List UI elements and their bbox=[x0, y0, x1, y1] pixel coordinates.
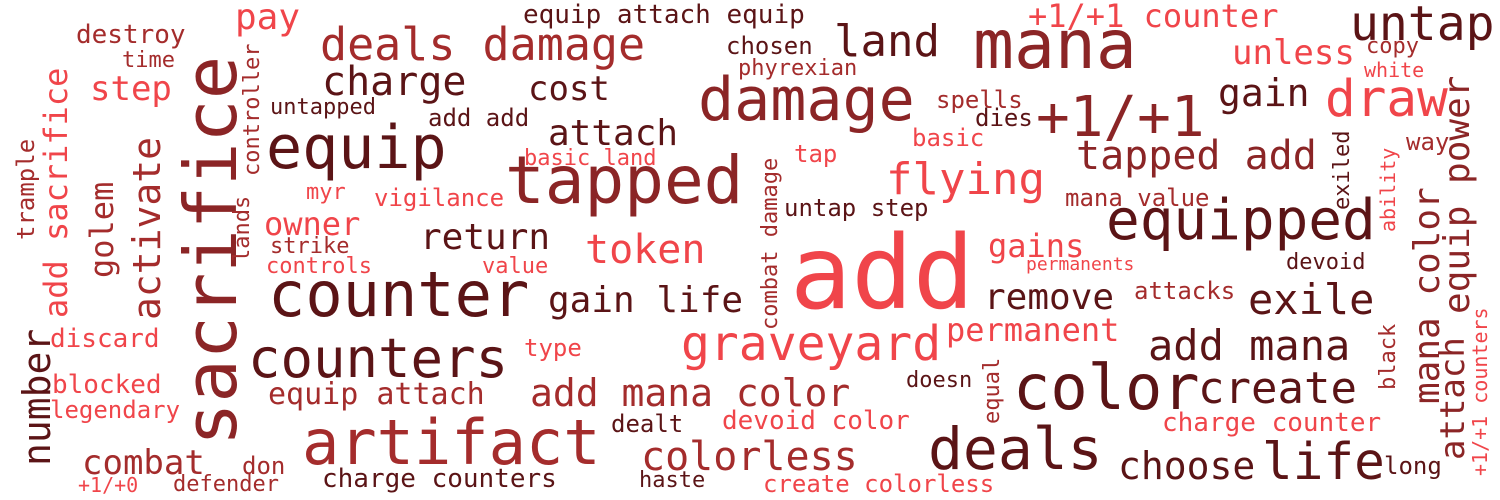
word-attach-vertical: attach bbox=[1433, 337, 1473, 460]
word-myr: myr bbox=[306, 180, 346, 205]
word-untap-step: untap step bbox=[784, 194, 929, 222]
word-add-mana: add mana bbox=[1148, 321, 1351, 370]
word-blocked: blocked bbox=[52, 370, 162, 400]
word-attach: attach bbox=[548, 113, 679, 154]
word-plus1-counters: +1/+1 counters bbox=[1468, 307, 1492, 476]
word-life: life bbox=[1262, 433, 1385, 492]
word-charge: charge bbox=[322, 59, 467, 105]
word-mana-value: mana value bbox=[1065, 184, 1210, 212]
word-basic-land: basic land bbox=[524, 146, 657, 171]
word-equal: equal bbox=[980, 357, 1005, 424]
word-vigilance: vigilance bbox=[374, 184, 505, 212]
word-lands: lands bbox=[230, 195, 255, 262]
word-don: don bbox=[242, 452, 286, 480]
word-discard: discard bbox=[50, 324, 160, 354]
word-tap: tap bbox=[794, 140, 838, 168]
word-copy: copy bbox=[1366, 34, 1419, 59]
word-land: land bbox=[834, 16, 940, 67]
word-equip-power: equip power bbox=[1437, 75, 1478, 314]
word-white: white bbox=[1364, 58, 1425, 82]
word-choose: choose bbox=[1118, 444, 1256, 488]
word-ability: ability bbox=[1376, 147, 1400, 232]
word-attacks: attacks bbox=[1134, 277, 1236, 305]
word-spells: spells bbox=[936, 86, 1023, 114]
word-add: add bbox=[790, 214, 975, 333]
word-dealt: dealt bbox=[611, 410, 684, 438]
word-mana: mana bbox=[973, 6, 1137, 85]
word-color: color bbox=[1013, 351, 1200, 424]
word-golem: golem bbox=[83, 181, 121, 278]
word-gains: gains bbox=[988, 227, 1085, 265]
word-colorless: colorless bbox=[641, 434, 858, 480]
word-add-add: add add bbox=[428, 104, 530, 132]
word-basic: basic bbox=[912, 124, 985, 152]
word-untap: untap bbox=[1350, 0, 1495, 52]
word-plus1-plus0: +1/+0 bbox=[78, 473, 139, 497]
word-equip-attach-equip: equip attach equip bbox=[523, 0, 805, 30]
word-gain-life: gain life bbox=[548, 280, 744, 321]
word-time: time bbox=[122, 48, 175, 73]
word-controls: controls bbox=[266, 254, 372, 279]
word-value: value bbox=[482, 254, 549, 279]
word-defender: defender bbox=[173, 472, 279, 497]
word-create-colorless: create colorless bbox=[763, 470, 995, 498]
word-charge-counter: charge counter bbox=[1162, 408, 1382, 438]
word-plus1-plus1: +1/+1 bbox=[1036, 85, 1205, 150]
word-counters: counters bbox=[248, 327, 509, 390]
word-deals: deals bbox=[928, 415, 1103, 483]
word-strike: strike bbox=[270, 234, 350, 259]
word-chosen: chosen bbox=[726, 32, 813, 60]
word-pay: pay bbox=[235, 0, 301, 38]
word-unless: unless bbox=[1232, 33, 1355, 73]
word-damage: damage bbox=[698, 65, 915, 135]
word-equip-attach: equip attach bbox=[268, 377, 485, 412]
word-charge-counters: charge counters bbox=[322, 464, 557, 494]
word-equip: equip bbox=[266, 113, 447, 183]
word-owner: owner bbox=[264, 205, 361, 243]
word-phyrexian: phyrexian bbox=[738, 56, 858, 81]
word-combat: combat bbox=[82, 443, 205, 483]
word-black: black bbox=[1376, 323, 1401, 390]
word-graveyard: graveyard bbox=[681, 316, 942, 372]
word-gain: gain bbox=[1218, 71, 1310, 115]
word-activate: activate bbox=[125, 136, 169, 320]
word-permanent: permanent bbox=[946, 311, 1120, 349]
word-permanents: permanents bbox=[1026, 254, 1135, 275]
word-flying: flying bbox=[886, 154, 1045, 205]
word-exile: exile bbox=[1248, 275, 1375, 324]
word-tapped: tapped bbox=[505, 142, 744, 219]
word-type: type bbox=[524, 334, 582, 362]
word-trample: trample bbox=[12, 138, 40, 240]
word-destroy: destroy bbox=[76, 20, 186, 50]
word-artifact: artifact bbox=[302, 406, 601, 479]
word-long: long bbox=[1384, 452, 1442, 480]
word-combat-damage: combat damage bbox=[758, 157, 783, 330]
word-devoid-color: devoid color bbox=[722, 406, 910, 436]
word-step: step bbox=[90, 69, 172, 109]
word-return: return bbox=[420, 217, 551, 258]
word-token: token bbox=[585, 227, 706, 273]
word-untapped: untapped bbox=[270, 95, 376, 120]
word-way: way bbox=[1406, 128, 1450, 156]
word-remove: remove bbox=[984, 277, 1115, 318]
word-exiled: exiled bbox=[1330, 130, 1355, 210]
word-cost: cost bbox=[528, 69, 610, 109]
word-create: create bbox=[1198, 363, 1357, 414]
word-equipped: equipped bbox=[1106, 188, 1376, 253]
word-add-mana-color: add mana color bbox=[530, 371, 851, 415]
word-counter: counter bbox=[268, 258, 530, 331]
word-legendary: legendary bbox=[50, 396, 181, 424]
word-doesn: doesn bbox=[906, 368, 973, 393]
word-draw: draw bbox=[1325, 70, 1448, 129]
word-haste: haste bbox=[639, 468, 706, 493]
word-dies: dies bbox=[975, 104, 1033, 132]
word-deals-damage: deals damage bbox=[320, 18, 646, 71]
word-controller: controller bbox=[240, 43, 265, 176]
word-plus1-counter: +1/+1 counter bbox=[1028, 0, 1279, 35]
word-tapped-add: tapped add bbox=[1076, 133, 1317, 179]
word-devoid: devoid bbox=[1286, 250, 1366, 275]
word-add-sacrifice: add sacrifice bbox=[37, 67, 75, 318]
